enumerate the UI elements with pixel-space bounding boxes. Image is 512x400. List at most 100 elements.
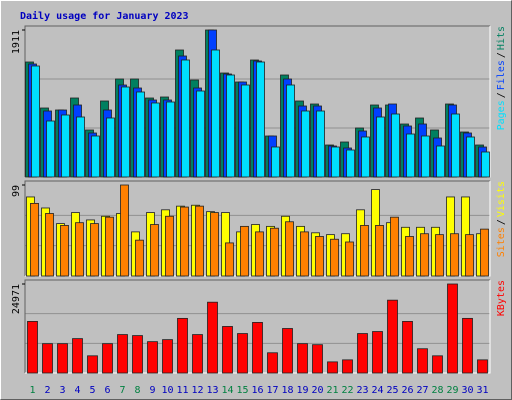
- bar: [331, 146, 340, 178]
- bar: [211, 49, 220, 178]
- bar: [286, 84, 295, 178]
- bar: [165, 215, 174, 277]
- bar: [27, 321, 38, 374]
- bar: [207, 301, 218, 374]
- bar: [210, 212, 219, 277]
- bar: [420, 233, 429, 277]
- bar: [105, 216, 114, 277]
- bar: [345, 241, 354, 277]
- bar: [102, 343, 113, 374]
- bar: [117, 334, 128, 374]
- y-tick-label: 1911: [11, 30, 22, 54]
- x-tick-label: 22: [341, 385, 353, 396]
- x-tick-label: 17: [266, 385, 278, 396]
- legend-entry: Files: [496, 60, 507, 90]
- y-tick-label: 99: [11, 185, 22, 197]
- bar: [327, 361, 338, 374]
- bar: [447, 283, 458, 374]
- x-tick-label: 19: [296, 385, 308, 396]
- bar: [76, 116, 85, 178]
- bar: [480, 228, 489, 277]
- bar: [241, 84, 250, 178]
- bar: [136, 91, 145, 178]
- bar: [106, 117, 115, 178]
- legend-entry: Hits: [496, 26, 507, 50]
- bar: [360, 225, 369, 277]
- bar: [147, 341, 158, 374]
- bar: [91, 135, 100, 178]
- bar: [342, 359, 353, 374]
- legend-entry: Sites: [496, 227, 507, 257]
- x-tick-label: 15: [236, 385, 248, 396]
- bar: [315, 236, 324, 277]
- bar: [270, 227, 279, 277]
- bar: [252, 322, 263, 374]
- x-tick-label: 20: [311, 385, 323, 396]
- bar: [75, 222, 84, 277]
- legend-separator: /: [496, 219, 507, 225]
- x-tick-label: 2: [44, 385, 50, 396]
- legend-separator: /: [496, 92, 507, 98]
- panel-edge-dark: [24, 180, 490, 276]
- x-tick-label: 28: [431, 385, 443, 396]
- bar: [90, 223, 99, 277]
- x-tick-label: 1: [29, 385, 35, 396]
- bar: [465, 234, 474, 277]
- bar: [297, 343, 308, 374]
- bar: [300, 231, 309, 277]
- bar: [150, 224, 159, 277]
- bar: [312, 344, 323, 374]
- bar: [72, 338, 83, 374]
- bar: [435, 234, 444, 277]
- x-tick-label: 29: [446, 385, 458, 396]
- bar: [405, 236, 414, 277]
- bar: [180, 206, 189, 277]
- bar: [192, 334, 203, 374]
- bar: [135, 239, 144, 277]
- x-tick-label: 30: [461, 385, 473, 396]
- bar: [166, 101, 175, 178]
- bar: [256, 61, 265, 178]
- bar: [301, 110, 310, 178]
- x-tick-label: 9: [149, 385, 155, 396]
- bar: [285, 221, 294, 277]
- legend: KBytes: [496, 280, 507, 316]
- x-tick-label: 6: [104, 385, 110, 396]
- bar: [237, 333, 248, 374]
- bar: [57, 343, 68, 374]
- bar: [376, 116, 385, 178]
- bar: [61, 114, 70, 178]
- bar: [375, 225, 384, 277]
- bar: [450, 233, 459, 277]
- bar: [451, 113, 460, 178]
- bar: [30, 202, 39, 277]
- bar: [60, 225, 69, 277]
- bar: [330, 238, 339, 277]
- bar: [162, 339, 173, 374]
- bar: [421, 135, 430, 178]
- x-tick-label: 14: [221, 385, 233, 396]
- x-tick-label: 7: [119, 385, 125, 396]
- x-tick-label: 4: [74, 385, 80, 396]
- panel-edge-dark: [24, 25, 490, 177]
- bar: [391, 113, 400, 178]
- legend: Sites / Visits: [496, 181, 507, 257]
- bar: [151, 102, 160, 178]
- bar: [181, 59, 190, 178]
- bar: [196, 90, 205, 178]
- legend: Pages / Files / Hits: [496, 26, 507, 130]
- bar: [120, 184, 129, 277]
- bar: [357, 333, 368, 374]
- x-tick-label: 24: [371, 385, 383, 396]
- bar: [390, 216, 399, 277]
- x-tick-label: 12: [191, 385, 203, 396]
- legend-separator: /: [496, 52, 507, 58]
- x-tick-label: 26: [401, 385, 413, 396]
- x-tick-label: 13: [206, 385, 218, 396]
- bar: [177, 317, 188, 374]
- x-tick-label: 8: [134, 385, 140, 396]
- bar: [406, 133, 415, 178]
- x-tick-label: 16: [251, 385, 263, 396]
